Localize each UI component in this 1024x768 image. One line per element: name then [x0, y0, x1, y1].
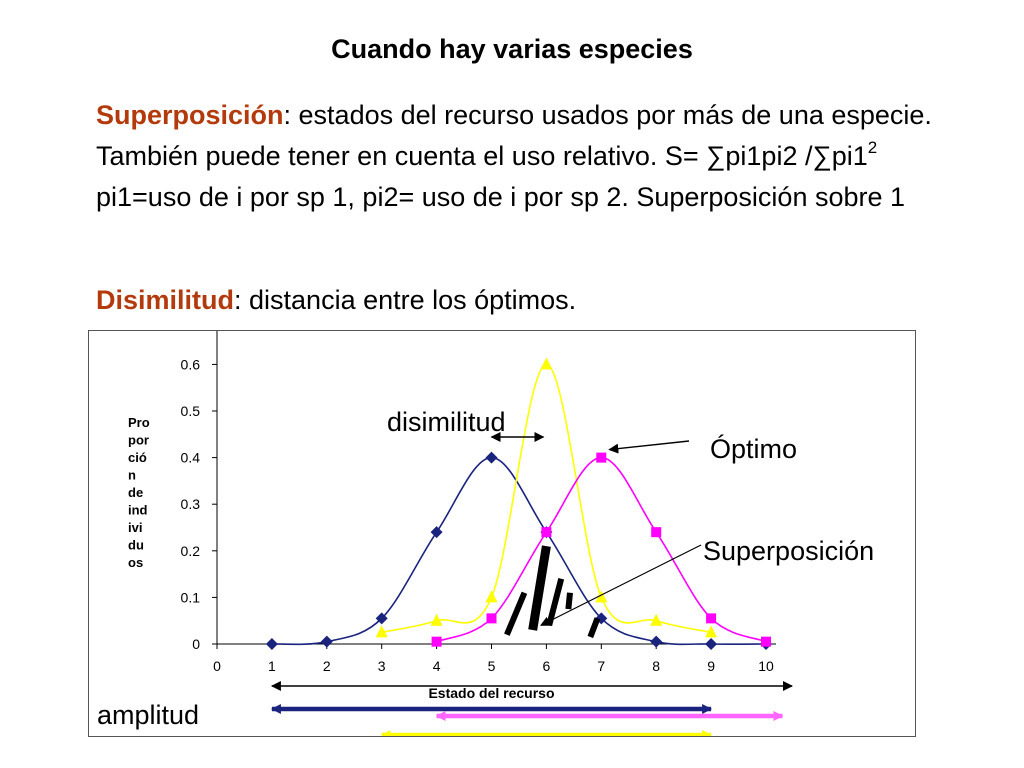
square-marker	[596, 452, 607, 463]
triangle-marker	[705, 625, 718, 638]
overlap-formula: ∑pi1pi2 /∑pi1	[706, 141, 868, 171]
x-tick-label: 1	[268, 658, 276, 674]
slide-title: Cuando hay varias especies	[331, 34, 693, 64]
x-tick-label: 4	[433, 658, 441, 674]
y-axis-label-line: ind	[128, 503, 148, 518]
y-axis-label-line: du	[128, 538, 144, 553]
y-axis-label-line: por	[128, 433, 149, 448]
optimo-label: Óptimo	[710, 433, 797, 464]
x-tick-label: 9	[707, 658, 715, 674]
disimilitud-paragraph: Disimilitud: distancia entre los óptimos…	[96, 280, 956, 321]
square-marker	[431, 636, 442, 647]
square-marker	[706, 613, 717, 624]
y-axis-label-line: n	[128, 468, 136, 483]
y-axis-label-line: Pro	[128, 415, 150, 430]
x-tick-label: 5	[488, 658, 496, 674]
triangle-marker	[595, 590, 608, 603]
superposicion-definition: : estados del recurso usados por más de …	[96, 100, 932, 171]
series-line-1	[271, 456, 767, 646]
square-marker	[541, 527, 552, 538]
triangle-marker	[540, 357, 553, 370]
y-tick-label: 0.2	[181, 543, 201, 559]
triangle-marker	[485, 590, 498, 603]
overlap-bar	[504, 591, 528, 636]
x-tick-label: 2	[323, 658, 331, 674]
series-line-2	[381, 363, 712, 634]
y-tick-label: 0	[192, 636, 200, 652]
x-tick-label: 10	[758, 658, 774, 674]
square-marker	[761, 636, 771, 647]
y-axis-label-line: os	[128, 555, 143, 570]
superposicion-paragraph: Superposición: estados del recurso usado…	[96, 95, 956, 218]
x-tick-label: 8	[652, 658, 660, 674]
y-tick-label: 0.5	[181, 403, 201, 419]
amplitud-label: amplitud	[97, 700, 199, 730]
disimilitud-term: Disimilitud	[96, 285, 235, 315]
diamond-marker	[650, 635, 663, 648]
overlap-bar	[587, 617, 601, 639]
y-tick-label: 0.1	[181, 589, 201, 605]
formula-explanation: pi1=uso de i por sp 1, pi2= uso de i por…	[96, 182, 906, 212]
square-marker	[651, 527, 662, 538]
superposicion-label: Superposición	[703, 536, 874, 566]
y-tick-label: 0.3	[181, 496, 201, 512]
chart-frame: 00.10.20.30.40.50.60.7012345678910Propor…	[88, 330, 916, 737]
diamond-marker	[485, 451, 498, 464]
superposicion-arrow	[540, 544, 702, 626]
overlap-bar	[565, 592, 573, 610]
diamond-marker	[375, 612, 388, 625]
diamond-marker	[430, 526, 443, 539]
x-tick-label: 0	[213, 658, 221, 674]
x-axis-label: Estado del recurso	[428, 685, 554, 701]
niche-chart: 00.10.20.30.40.50.60.7012345678910Propor…	[97, 331, 874, 736]
superposicion-term: Superposición	[96, 100, 284, 130]
diamond-marker	[265, 638, 278, 650]
disimilitud-definition: : distancia entre los óptimos.	[234, 285, 577, 315]
diamond-marker	[320, 635, 333, 648]
disimilitud-label: disimilitud	[387, 407, 506, 437]
y-axis-label-line: ció	[128, 450, 147, 465]
triangle-marker	[430, 613, 443, 626]
y-axis-label-line: ivi	[128, 520, 142, 535]
triangle-marker	[650, 613, 663, 626]
formula-exponent: 2	[867, 138, 878, 157]
y-tick-label: 0.6	[181, 356, 201, 372]
y-axis-label-line: de	[128, 485, 143, 500]
triangle-marker	[375, 625, 388, 638]
x-tick-label: 7	[597, 658, 605, 674]
x-tick-label: 6	[543, 658, 551, 674]
y-tick-label: 0.4	[181, 450, 201, 466]
square-marker	[486, 613, 497, 624]
overlap-bar	[528, 545, 551, 631]
diamond-marker	[705, 638, 718, 650]
x-tick-label: 3	[378, 658, 386, 674]
optimo-arrow	[608, 440, 690, 454]
